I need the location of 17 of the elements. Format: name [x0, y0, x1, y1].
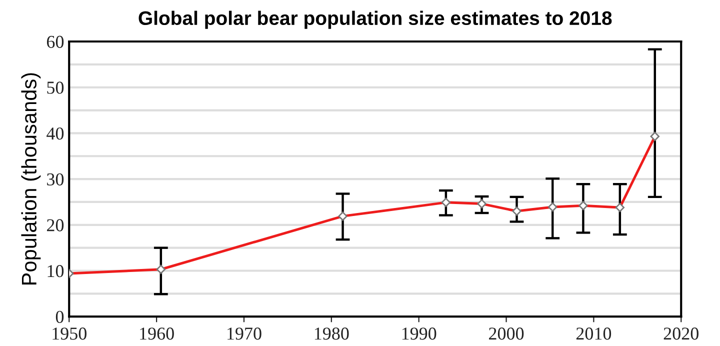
y-tick-label: 0	[56, 310, 64, 324]
y-tick-label: 40	[46, 127, 64, 140]
y-tick-label: 10	[48, 265, 64, 278]
chart-title: Global polar bear population size estimates to 2018	[138, 10, 612, 29]
y-tick-label: 30	[47, 173, 64, 186]
y-tick-label: 50	[47, 82, 64, 94]
x-tick-label: 2010	[576, 328, 612, 340]
y-axis-title: Population (thousands)	[21, 73, 41, 284]
x-tick-label: 1980	[314, 328, 349, 340]
x-tick-label: 1950	[52, 328, 86, 340]
x-tick-label: 1960	[140, 328, 174, 340]
x-tick-label: 2000	[489, 328, 524, 340]
y-tick-label: 20	[46, 219, 64, 232]
x-tick-label: 1970	[228, 328, 262, 340]
x-tick-label: 2020	[664, 328, 698, 340]
y-tick-label: 60	[46, 36, 64, 48]
x-tick-label: 1990	[402, 328, 436, 340]
